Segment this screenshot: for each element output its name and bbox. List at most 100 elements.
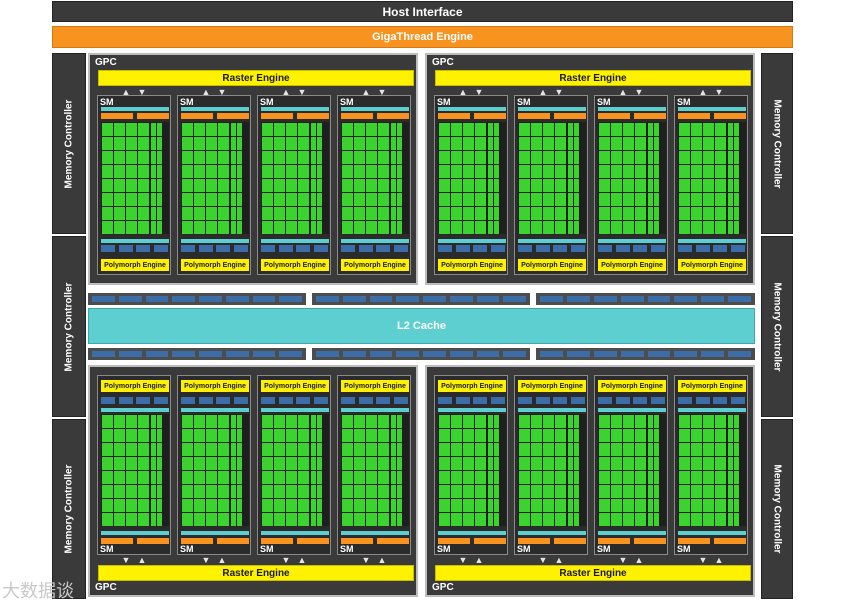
special-function-unit [237, 151, 242, 164]
special-function-unit [654, 485, 659, 498]
cuda-core [599, 179, 610, 192]
special-function-unit [488, 137, 493, 150]
cuda-core [679, 207, 690, 220]
cuda-core [519, 123, 530, 136]
cuda-core [611, 485, 622, 498]
cuda-core [543, 499, 554, 512]
cuda-core [703, 499, 714, 512]
crossbar-cell [225, 351, 249, 357]
arrow-up-icon: ▲ [281, 87, 291, 97]
cuda-core [286, 207, 297, 220]
arrow-down-icon: ▼ [474, 87, 484, 97]
cuda-core [298, 123, 309, 136]
cuda-core [611, 457, 622, 470]
cuda-core [623, 429, 634, 442]
texture-unit [678, 245, 692, 252]
cuda-core [366, 485, 377, 498]
special-function-unit [494, 485, 499, 498]
cuda-core [519, 207, 530, 220]
special-function-unit [654, 207, 659, 220]
cuda-core [463, 123, 474, 136]
memory-controller-label: Memory Controller [63, 282, 75, 371]
cuda-core [463, 179, 474, 192]
crossbar-cell [728, 296, 751, 302]
cuda-core [182, 485, 193, 498]
cuda-core [102, 415, 113, 428]
cuda-core [206, 207, 217, 220]
special-function-unit [231, 137, 236, 150]
warp-scheduler [438, 113, 470, 119]
cuda-core [138, 179, 149, 192]
cuda-core [543, 485, 554, 498]
crossbar-cell [728, 351, 751, 357]
special-function-unit [231, 471, 236, 484]
cuda-core [354, 165, 365, 178]
cuda-core [102, 179, 113, 192]
crossbar-cell [316, 296, 339, 302]
cuda-core [298, 499, 309, 512]
cuda-core [531, 193, 542, 206]
special-function-unit [231, 123, 236, 136]
cuda-core [555, 151, 566, 164]
crossbar-cell [225, 296, 249, 302]
cuda-core [715, 415, 726, 428]
special-function-unit [237, 513, 242, 526]
special-function-unit [494, 137, 499, 150]
cuda-core [366, 179, 377, 192]
dispatch-unit [634, 113, 666, 119]
cuda-core [298, 179, 309, 192]
cuda-core-grid [598, 122, 666, 234]
streaming-multiprocessor: SM Polymorph Engine [514, 95, 588, 275]
special-function-unit [728, 179, 733, 192]
cuda-core [599, 415, 610, 428]
crossbar-cell [118, 351, 142, 357]
arrow-down-icon: ▼ [554, 87, 564, 97]
cuda-core [531, 499, 542, 512]
texture-unit [615, 245, 630, 252]
special-function-unit [654, 443, 659, 456]
cuda-core [274, 485, 285, 498]
cuda-core [715, 151, 726, 164]
special-function-unit [654, 471, 659, 484]
special-function-unit [488, 123, 493, 136]
polymorph-engine: Polymorph Engine [341, 380, 409, 392]
dispatch-unit [217, 113, 249, 119]
cuda-core [126, 151, 137, 164]
crossbar-cell [647, 296, 671, 302]
sm-label: SM [340, 97, 354, 107]
texture-unit [713, 397, 727, 404]
arrow-down-icon: ▲ [217, 555, 227, 565]
special-function-unit [654, 415, 659, 428]
cuda-core-grid [181, 414, 249, 526]
cuda-core [463, 207, 474, 220]
special-function-unit [237, 429, 242, 442]
cuda-core [114, 123, 125, 136]
polymorph-engine: Polymorph Engine [438, 259, 506, 271]
cuda-core [475, 137, 486, 150]
cuda-core [342, 429, 353, 442]
cuda-core [439, 471, 450, 484]
crossbar-cell [396, 296, 419, 302]
crossbar-cell [252, 296, 276, 302]
sm-label: SM [100, 544, 114, 554]
cuda-core [475, 165, 486, 178]
texture-unit [393, 245, 408, 252]
gpc-top-right: GPC Raster Engine ▲ ▼ SM Polymorph Engine ▲ ▼ SM… [425, 53, 755, 285]
cuda-core [378, 499, 389, 512]
cuda-core [218, 207, 229, 220]
cuda-core [286, 415, 297, 428]
cuda-core [366, 415, 377, 428]
crossbar-cell [701, 296, 725, 302]
special-function-unit [654, 193, 659, 206]
cuda-core [703, 193, 714, 206]
special-function-unit [574, 485, 579, 498]
special-function-unit [151, 443, 156, 456]
arrow-up-icon: ▼ [281, 555, 291, 565]
cuda-core [703, 485, 714, 498]
cuda-core [298, 513, 309, 526]
special-function-unit [568, 137, 573, 150]
cuda-core-grid [678, 122, 746, 234]
cuda-core [703, 123, 714, 136]
register-file [678, 107, 746, 111]
texture-unit [393, 397, 408, 404]
